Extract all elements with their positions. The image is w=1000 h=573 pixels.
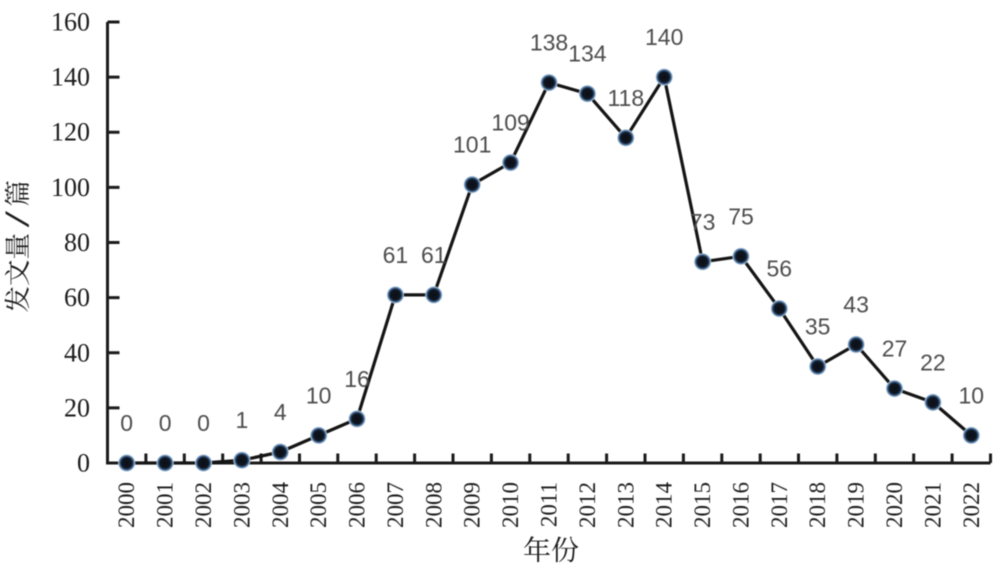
svg-text:43: 43 — [843, 292, 869, 318]
svg-text:2020: 2020 — [882, 482, 907, 528]
svg-text:100: 100 — [51, 173, 90, 202]
svg-text:138: 138 — [530, 30, 568, 56]
svg-text:140: 140 — [51, 63, 90, 92]
svg-text:35: 35 — [805, 314, 831, 340]
svg-text:0: 0 — [77, 449, 90, 478]
svg-text:60: 60 — [64, 283, 90, 312]
svg-text:2014: 2014 — [652, 482, 677, 529]
svg-text:10: 10 — [959, 382, 985, 408]
svg-text:0: 0 — [159, 410, 172, 436]
svg-text:2013: 2013 — [613, 482, 638, 528]
svg-text:140: 140 — [645, 24, 683, 50]
svg-text:118: 118 — [607, 85, 644, 111]
svg-text:2000: 2000 — [114, 482, 139, 528]
svg-text:61: 61 — [421, 242, 447, 268]
svg-text:2022: 2022 — [959, 482, 984, 528]
svg-text:2005: 2005 — [306, 482, 331, 528]
svg-text:2008: 2008 — [421, 482, 446, 528]
svg-text:2015: 2015 — [690, 482, 715, 528]
svg-text:2012: 2012 — [575, 482, 600, 528]
svg-text:2011: 2011 — [537, 482, 562, 527]
svg-text:2003: 2003 — [229, 482, 254, 528]
svg-text:109: 109 — [491, 110, 529, 136]
svg-text:75: 75 — [728, 203, 754, 229]
svg-text:40: 40 — [64, 338, 90, 367]
svg-text:16: 16 — [344, 366, 370, 392]
svg-text:2021: 2021 — [920, 482, 945, 528]
svg-text:2019: 2019 — [844, 482, 869, 528]
svg-text:27: 27 — [882, 336, 908, 362]
svg-text:73: 73 — [690, 209, 716, 235]
svg-text:80: 80 — [64, 228, 90, 257]
svg-text:2018: 2018 — [805, 482, 830, 528]
svg-text:2017: 2017 — [767, 482, 792, 528]
svg-text:2001: 2001 — [153, 482, 178, 528]
svg-text:4: 4 — [274, 399, 287, 425]
svg-text:10: 10 — [306, 382, 332, 408]
svg-text:0: 0 — [197, 410, 210, 436]
svg-text:2007: 2007 — [383, 482, 408, 528]
svg-text:2002: 2002 — [191, 482, 216, 528]
svg-text:22: 22 — [920, 349, 946, 375]
svg-text:56: 56 — [767, 256, 793, 282]
svg-text:101: 101 — [453, 132, 491, 158]
svg-text:1: 1 — [236, 407, 249, 433]
svg-text:2004: 2004 — [268, 482, 293, 529]
svg-text:2016: 2016 — [729, 482, 754, 528]
svg-text:20: 20 — [64, 393, 90, 422]
svg-text:120: 120 — [51, 118, 90, 147]
svg-text:2006: 2006 — [345, 482, 370, 528]
svg-text:160: 160 — [51, 8, 90, 37]
svg-text:0: 0 — [120, 410, 133, 436]
svg-text:2010: 2010 — [498, 482, 523, 528]
svg-text:134: 134 — [568, 41, 607, 67]
svg-text:2009: 2009 — [460, 482, 485, 528]
svg-text:61: 61 — [383, 242, 409, 268]
